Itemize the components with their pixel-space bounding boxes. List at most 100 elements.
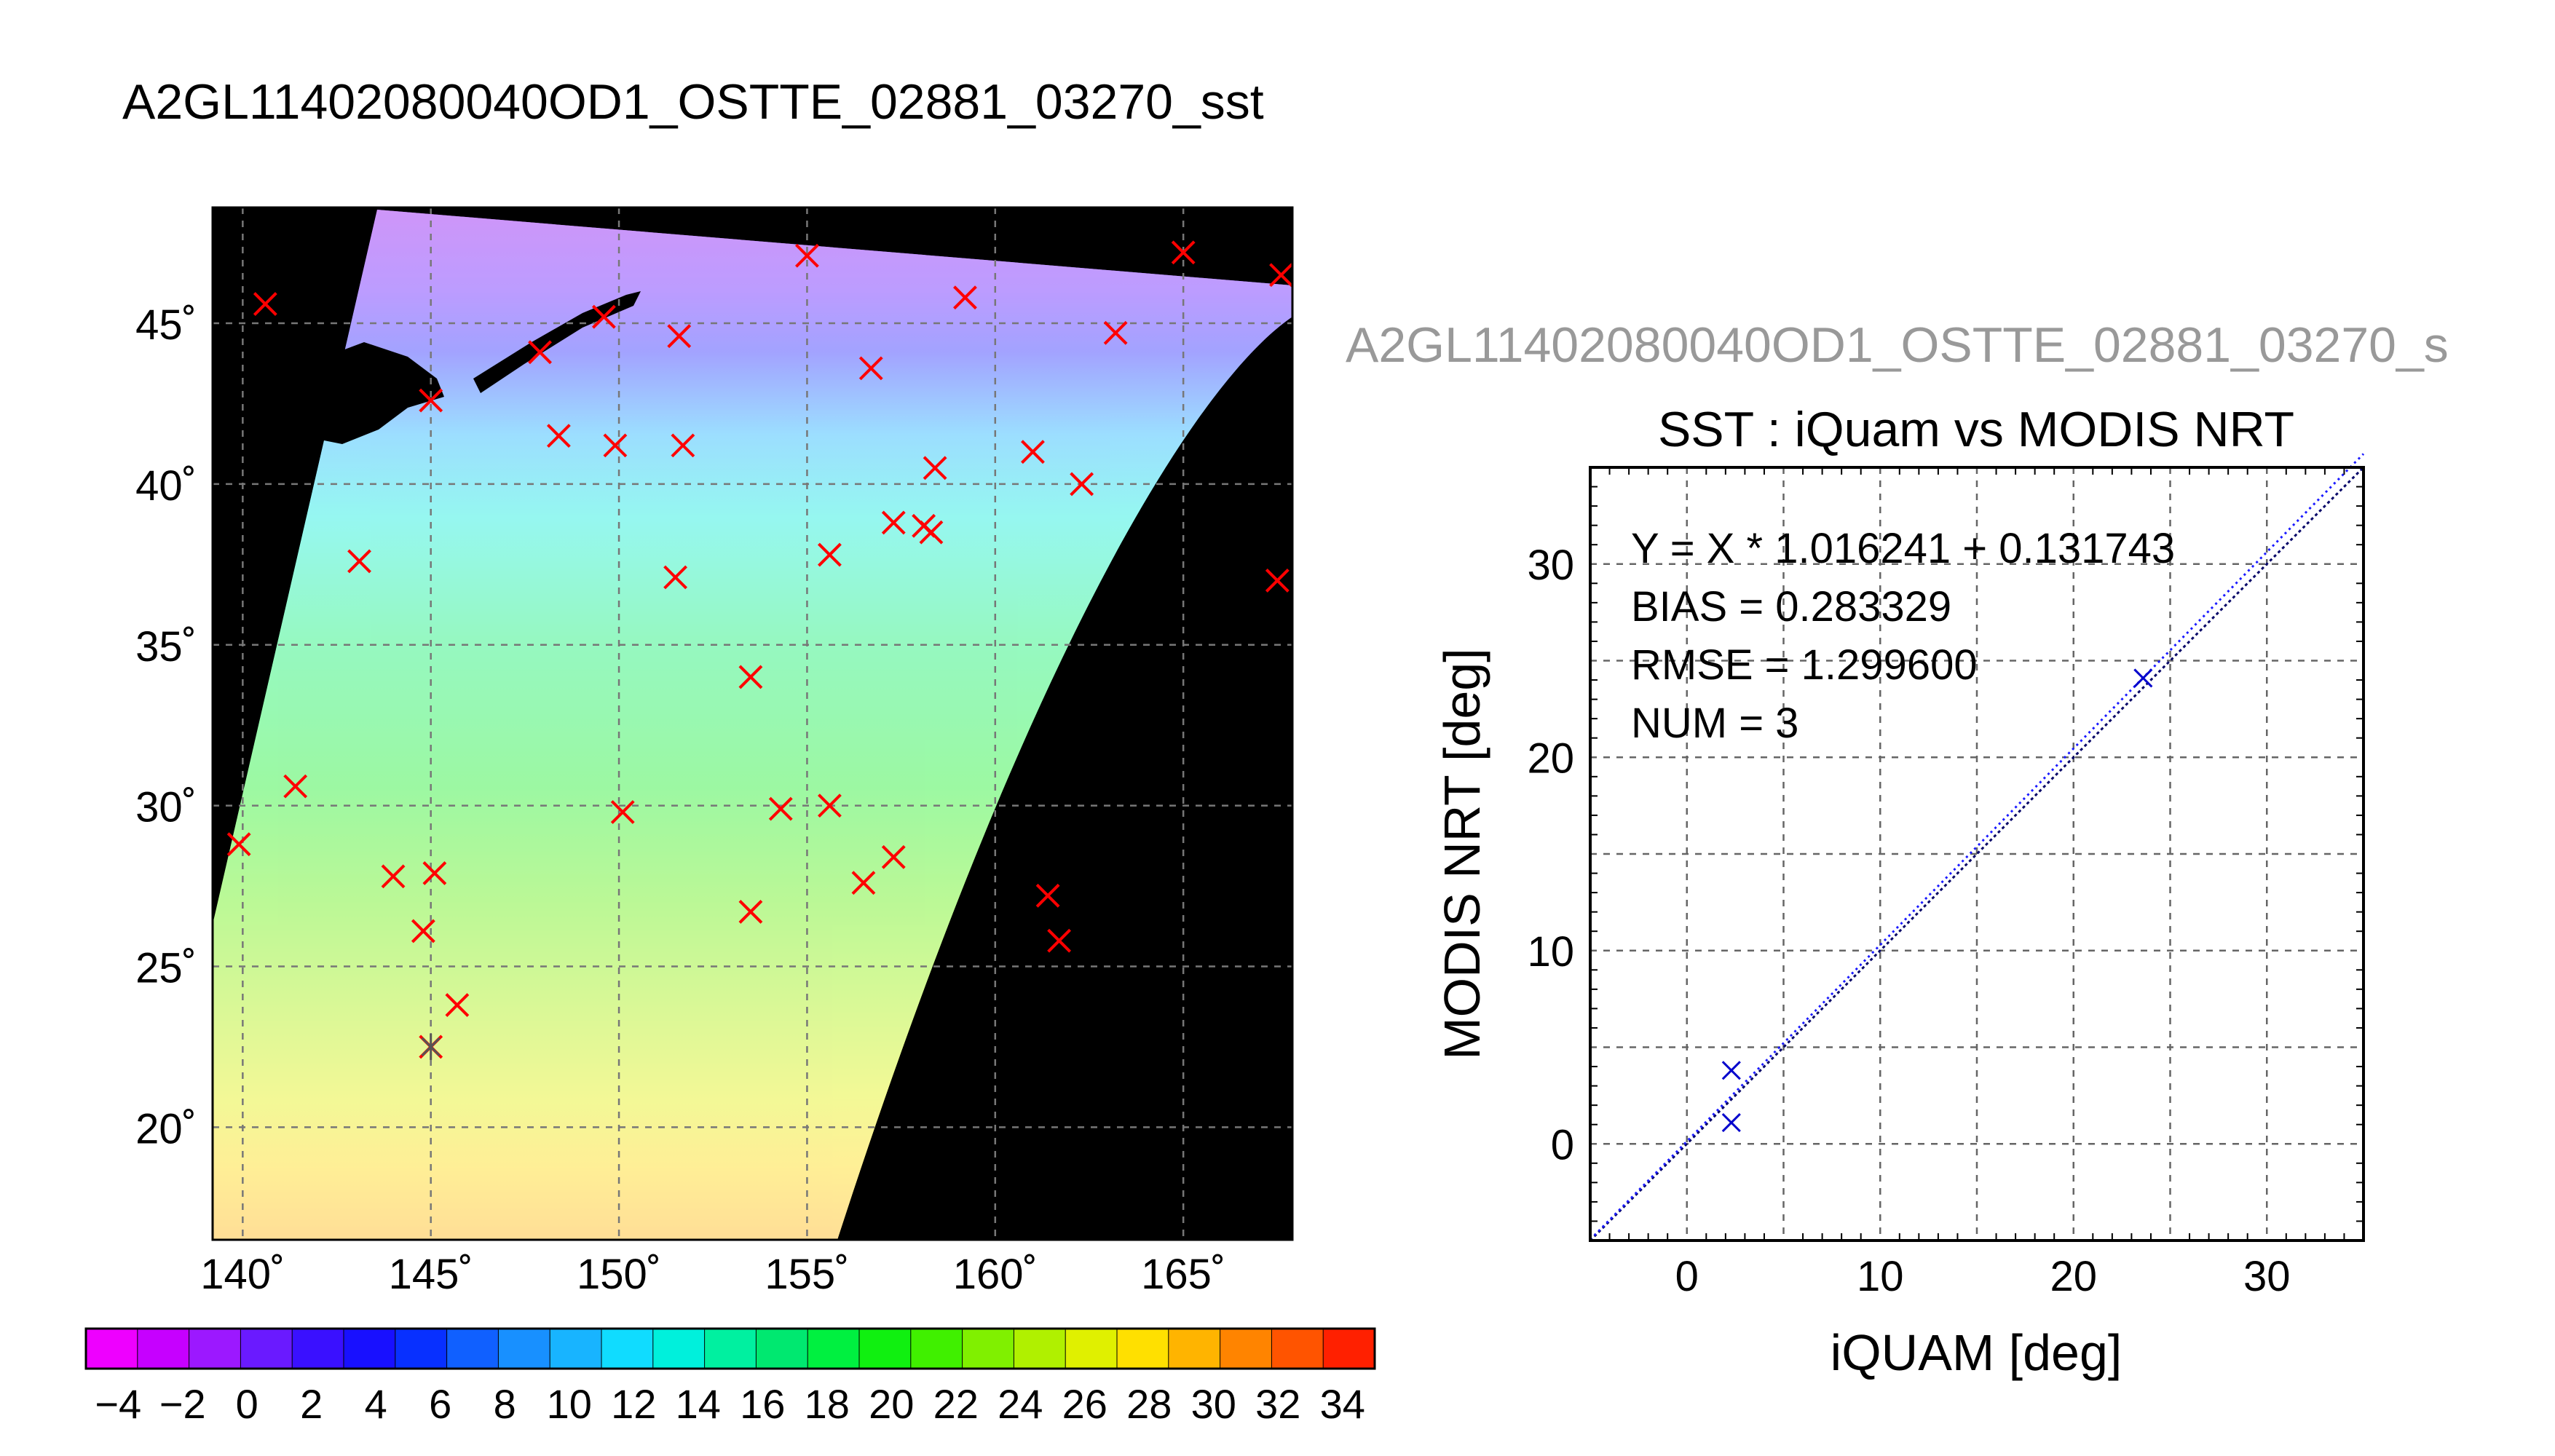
scatter-x-label: iQUAM [deg] — [1831, 1324, 2122, 1381]
scatter-x-tick-label: 0 — [1675, 1253, 1699, 1300]
colorbar-label: 6 — [429, 1381, 451, 1427]
colorbar-label: 22 — [933, 1381, 979, 1427]
colorbar-cell — [756, 1329, 808, 1369]
colorbar-label: 12 — [611, 1381, 656, 1427]
scatter-y-label: MODIS NRT [deg] — [1434, 648, 1490, 1059]
lon-tick-label: 165˚ — [1141, 1251, 1225, 1298]
colorbar-label: 4 — [365, 1381, 387, 1427]
map-grid — [213, 207, 1292, 1240]
lat-tick-label: 45˚ — [135, 301, 197, 349]
colorbar-cell — [395, 1329, 448, 1369]
scatter-x-tick-label: 30 — [2243, 1253, 2291, 1300]
scatter-grid — [1590, 467, 2364, 1241]
scatter-frame — [1589, 466, 2365, 1242]
iquam-marker — [768, 796, 793, 821]
scatter-y-tick-label: 30 — [1527, 542, 1574, 589]
lat-tick-label: 40˚ — [135, 462, 197, 510]
iquam-marker — [671, 433, 695, 458]
iquam-marker — [381, 864, 406, 889]
iquam-marker — [1269, 263, 1293, 288]
scatter-x-tick-labels: 0 10 20 30 — [1675, 1253, 2291, 1300]
colorbar-label: 28 — [1126, 1381, 1172, 1427]
colorbar-label: 14 — [676, 1381, 721, 1427]
lat-tick-label: 25˚ — [135, 945, 197, 992]
colorbar-frame — [84, 1327, 1376, 1370]
scatter-title: SST : iQuam vs MODIS NRT — [1658, 402, 2294, 457]
iquam-marker — [411, 919, 435, 943]
colorbar-cell — [137, 1329, 190, 1369]
map-panel: 20˚25˚30˚35˚40˚45˚ 140˚ 145˚ 150˚ 155˚ 160˚ 1… — [135, 206, 1294, 1298]
iquam-marker — [1035, 883, 1060, 908]
colorbar-cell — [1271, 1329, 1324, 1369]
colorbar-label: 24 — [998, 1381, 1043, 1427]
colorbar-label: 26 — [1062, 1381, 1107, 1427]
scatter-x-tick-label: 10 — [1857, 1253, 1904, 1300]
iquam-marker — [603, 433, 628, 458]
land-kuril-coast — [473, 291, 641, 393]
colorbar-label: 16 — [740, 1381, 785, 1427]
scatter-stat-line: BIAS = 0.283329 — [1631, 583, 1951, 630]
colorbar-cell — [807, 1329, 860, 1369]
colorbar-cell — [1220, 1329, 1272, 1369]
land-japan — [213, 342, 444, 451]
iquam-marker — [667, 324, 692, 349]
colorbar-cell — [1117, 1329, 1169, 1369]
iquam-marker — [1070, 472, 1094, 496]
iquam-marker — [923, 456, 947, 480]
iquam-marker — [283, 774, 308, 799]
colorbar-cell — [550, 1329, 602, 1369]
iquam-marker — [422, 860, 447, 885]
scatter-stat-line: NUM = 3 — [1631, 700, 1798, 747]
iquam-marker — [851, 871, 876, 895]
scatter-point — [1721, 1061, 1741, 1080]
iquam-marker — [591, 304, 616, 329]
lon-tick-label: 150˚ — [577, 1251, 661, 1298]
scatter-file-title: A2GL11402080040OD1_OSTTE_02881_03270_s — [1346, 317, 2449, 373]
iquam-marker — [818, 542, 842, 567]
iquam-marker — [738, 900, 763, 924]
colorbar-cell — [962, 1329, 1014, 1369]
iquam-marker — [953, 285, 977, 310]
iquam-marker — [445, 993, 470, 1017]
lat-tick-label: 35˚ — [135, 623, 197, 670]
colorbar-label: 10 — [547, 1381, 592, 1427]
lon-tick-label: 160˚ — [953, 1251, 1038, 1298]
iquam-marker — [795, 243, 819, 268]
iquam-marker — [919, 520, 944, 545]
iquam-marker — [1021, 440, 1045, 464]
colorbar-label: 18 — [805, 1381, 850, 1427]
lat-tick-label: 30˚ — [135, 784, 197, 831]
scatter-fit-lines — [1589, 453, 2365, 1242]
colorbar-cell — [344, 1329, 396, 1369]
colorbar-cell — [601, 1329, 654, 1369]
lon-tick-label: 145˚ — [389, 1251, 473, 1298]
colorbar-cells — [86, 1329, 1375, 1369]
scatter-y-tick-labels: 0 10 20 30 — [1527, 542, 1574, 1169]
scatter-x-tick-label: 20 — [2050, 1253, 2097, 1300]
scatter-y-tick-label: 0 — [1551, 1121, 1574, 1168]
scatter-point — [2133, 668, 2153, 688]
colorbar-cell — [498, 1329, 550, 1369]
iquam-marker — [610, 800, 635, 824]
lat-tick-label: 20˚ — [135, 1105, 197, 1152]
lon-tick-labels: 140˚ 145˚ 150˚ 155˚ 160˚ 165˚ — [200, 1251, 1225, 1298]
colorbar-label: 20 — [869, 1381, 914, 1427]
scatter-stat-line: RMSE = 1.299600 — [1631, 641, 1978, 689]
one-to-one-line — [1589, 466, 2365, 1242]
colorbar-label: 34 — [1320, 1381, 1365, 1427]
map-frame — [211, 206, 1294, 1241]
colorbar-cell — [652, 1329, 706, 1369]
figure-title: A2GL11402080040OD1_OSTTE_02881_03270_sst — [122, 74, 1264, 130]
colorbar-label: 30 — [1191, 1381, 1236, 1427]
iquam-marker — [528, 340, 552, 365]
iquam-marker — [881, 510, 906, 535]
colorbar-label: −2 — [159, 1381, 206, 1427]
lon-tick-label: 140˚ — [200, 1251, 285, 1298]
colorbar-cell — [1323, 1329, 1375, 1369]
colorbar-cell — [1014, 1329, 1066, 1369]
colorbar-cell — [240, 1329, 293, 1369]
iquam-marker — [226, 832, 251, 857]
lon-tick-label: 155˚ — [765, 1251, 849, 1298]
iquam-marker — [347, 549, 371, 574]
iquam-marker — [546, 424, 571, 448]
